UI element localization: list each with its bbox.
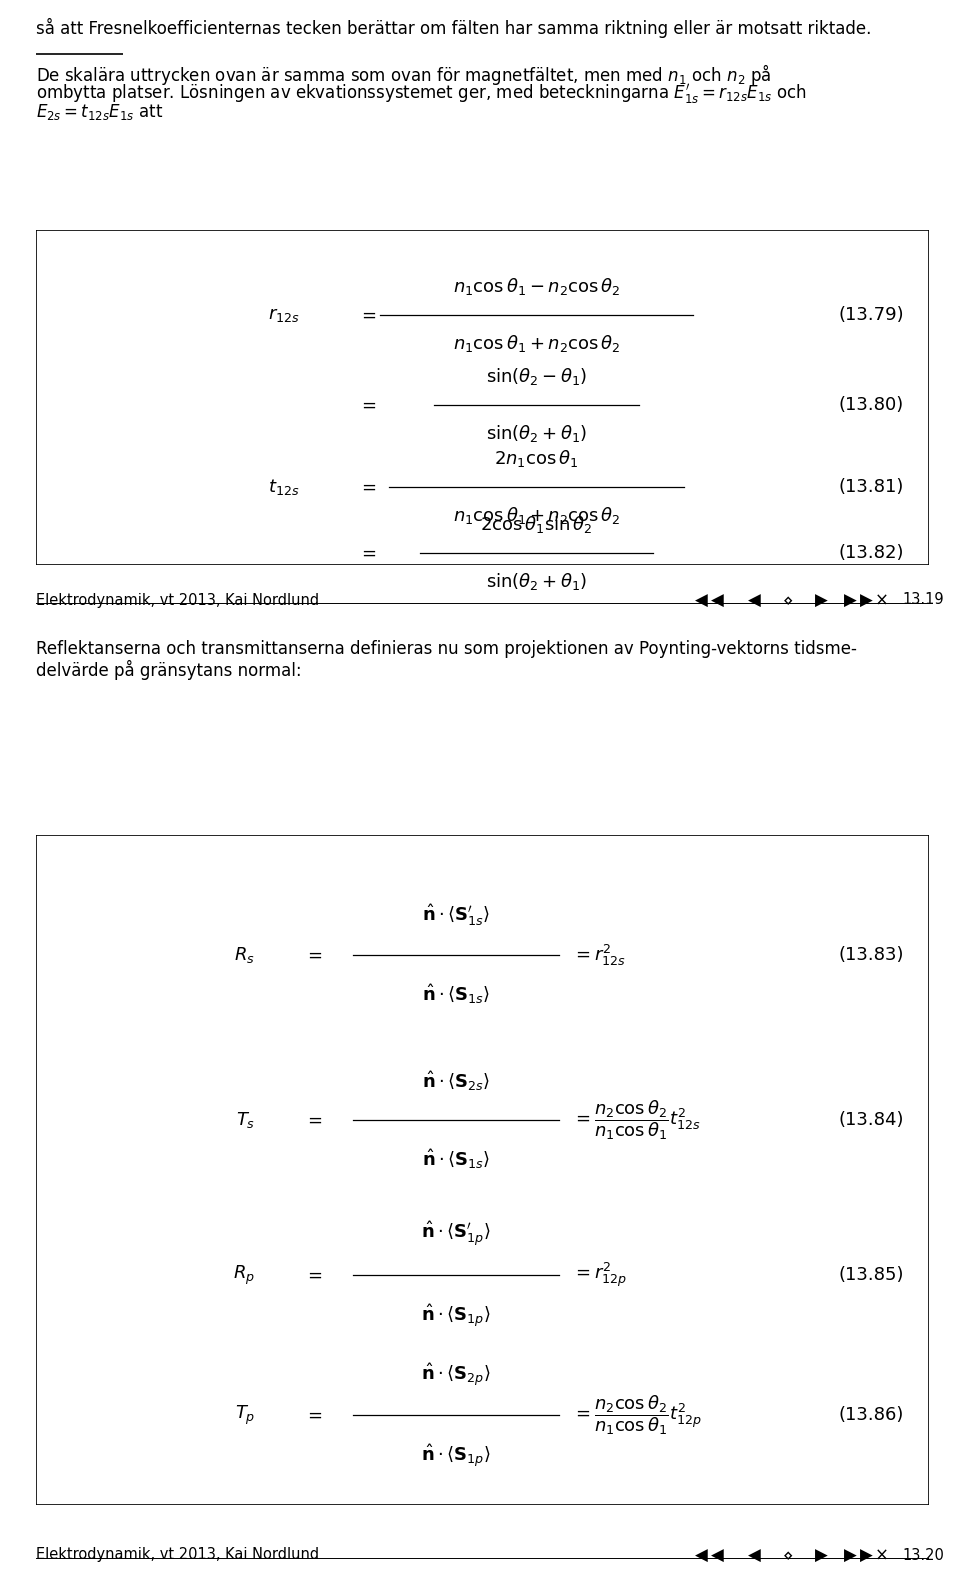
Text: $\sin(\theta_2 + \theta_1)$: $\sin(\theta_2 + \theta_1)$: [486, 572, 588, 592]
Text: $2\cos\theta_1 \sin\theta_2$: $2\cos\theta_1 \sin\theta_2$: [480, 514, 592, 534]
Text: så att Fresnelkoefficienternas tecken berättar om fälten har samma riktning elle: så att Fresnelkoefficienternas tecken be…: [36, 17, 872, 38]
Text: $=$: $=$: [304, 946, 323, 964]
Text: (13.80): (13.80): [839, 397, 904, 414]
Text: Reflektanserna och transmittanserna definieras nu som projektionen av Poynting-v: Reflektanserna och transmittanserna defi…: [36, 640, 857, 657]
Text: (13.81): (13.81): [839, 479, 904, 496]
Text: $=$: $=$: [357, 397, 376, 414]
Text: $\blacktriangleleft\!\blacktriangleleft$: $\blacktriangleleft\!\blacktriangleleft$: [691, 1545, 726, 1564]
Text: $E_{2s} = t_{12s}E_{1s}$ att: $E_{2s} = t_{12s}E_{1s}$ att: [36, 103, 164, 122]
Text: $\diamond$: $\diamond$: [782, 591, 794, 608]
Text: $\sin(\theta_2 - \theta_1)$: $\sin(\theta_2 - \theta_1)$: [486, 365, 588, 387]
Text: $=$: $=$: [304, 1406, 323, 1424]
Text: $r_{12s}$: $r_{12s}$: [268, 307, 300, 324]
Text: $R_s$: $R_s$: [234, 945, 255, 965]
Text: $2n_1 \cos\theta_1$: $2n_1 \cos\theta_1$: [494, 447, 579, 469]
Text: $\blacktriangleleft$: $\blacktriangleleft$: [744, 591, 762, 608]
Text: $= \dfrac{n_2 \cos\theta_2}{n_1 \cos\theta_1} t^2_{12p}$: $= \dfrac{n_2 \cos\theta_2}{n_1 \cos\the…: [572, 1394, 702, 1436]
Text: $= \dfrac{n_2 \cos\theta_2}{n_1 \cos\theta_1} t^2_{12s}$: $= \dfrac{n_2 \cos\theta_2}{n_1 \cos\the…: [572, 1098, 701, 1142]
Text: $\hat{\mathbf{n}} \cdot \langle \mathbf{S}^{\prime}_{1s} \rangle$: $\hat{\mathbf{n}} \cdot \langle \mathbf{…: [422, 902, 491, 927]
Text: (13.79): (13.79): [838, 307, 904, 324]
Text: $\hat{\mathbf{n}} \cdot \langle \mathbf{S}_{2s} \rangle$: $\hat{\mathbf{n}} \cdot \langle \mathbf{…: [422, 1070, 491, 1093]
Text: $=$: $=$: [304, 1266, 323, 1285]
Text: $R_p$: $R_p$: [233, 1264, 255, 1286]
Text: 13.20: 13.20: [902, 1547, 945, 1563]
Text: $\hat{\mathbf{n}} \cdot \langle \mathbf{S}_{1p} \rangle$: $\hat{\mathbf{n}} \cdot \langle \mathbf{…: [421, 1302, 491, 1329]
Text: $=$: $=$: [357, 544, 376, 562]
Text: (13.82): (13.82): [838, 544, 904, 562]
Text: $n_1 \cos\theta_1 + n_2 \cos\theta_2$: $n_1 \cos\theta_1 + n_2 \cos\theta_2$: [452, 506, 620, 526]
Text: $\diamond$: $\diamond$: [782, 1545, 794, 1564]
Text: $\blacktriangleright\!\blacktriangleright$: $\blacktriangleright\!\blacktrianglerigh…: [840, 1545, 875, 1564]
Text: $\hat{\mathbf{n}} \cdot \langle \mathbf{S}^{\prime}_{1p} \rangle$: $\hat{\mathbf{n}} \cdot \langle \mathbf{…: [421, 1220, 491, 1248]
Text: (13.86): (13.86): [839, 1406, 904, 1424]
Text: $\times$: $\times$: [874, 1545, 887, 1564]
Text: $t_{12s}$: $t_{12s}$: [269, 477, 300, 498]
Text: (13.85): (13.85): [838, 1266, 904, 1285]
Text: $\blacktriangleright\!\blacktriangleright$: $\blacktriangleright\!\blacktrianglerigh…: [840, 591, 875, 608]
Text: (13.83): (13.83): [838, 946, 904, 964]
Text: De skalära uttrycken ovan är samma som ovan för magnetfältet, men med $n_1$ och : De skalära uttrycken ovan är samma som o…: [36, 62, 772, 87]
Text: $= r^2_{12s}$: $= r^2_{12s}$: [572, 942, 626, 967]
Text: $\blacktriangleright$: $\blacktriangleright$: [811, 1545, 829, 1564]
Text: $\blacktriangleright$: $\blacktriangleright$: [811, 591, 829, 608]
Text: Elektrodynamik, vt 2013, Kai Nordlund: Elektrodynamik, vt 2013, Kai Nordlund: [36, 592, 320, 607]
Text: $n_1 \cos\theta_1 - n_2 \cos\theta_2$: $n_1 \cos\theta_1 - n_2 \cos\theta_2$: [452, 275, 620, 297]
Text: $n_1 \cos\theta_1 + n_2 \cos\theta_2$: $n_1 \cos\theta_1 + n_2 \cos\theta_2$: [452, 333, 620, 354]
Text: $\hat{\mathbf{n}} \cdot \langle \mathbf{S}_{1s} \rangle$: $\hat{\mathbf{n}} \cdot \langle \mathbf{…: [422, 1147, 491, 1171]
Text: $\blacktriangleleft\!\blacktriangleleft$: $\blacktriangleleft\!\blacktriangleleft$: [691, 591, 726, 608]
Text: $\times$: $\times$: [874, 591, 887, 608]
Text: Elektrodynamik, vt 2013, Kai Nordlund: Elektrodynamik, vt 2013, Kai Nordlund: [36, 1547, 320, 1563]
Text: $T_p$: $T_p$: [235, 1403, 255, 1427]
Text: $T_s$: $T_s$: [236, 1111, 255, 1130]
Text: $\hat{\mathbf{n}} \cdot \langle \mathbf{S}_{2p} \rangle$: $\hat{\mathbf{n}} \cdot \langle \mathbf{…: [421, 1362, 491, 1389]
Text: 13.19: 13.19: [902, 592, 944, 607]
Text: delvärde på gränsytans normal:: delvärde på gränsytans normal:: [36, 660, 302, 679]
Text: $=$: $=$: [357, 307, 376, 324]
Text: $=$: $=$: [357, 479, 376, 496]
Text: $=$: $=$: [304, 1111, 323, 1130]
Text: (13.84): (13.84): [838, 1111, 904, 1130]
Text: $\sin(\theta_2 + \theta_1)$: $\sin(\theta_2 + \theta_1)$: [486, 423, 588, 444]
Text: ombytta platser. Lösningen av ekvationssystemet ger, med beteckningarna $E^{\pri: ombytta platser. Lösningen av ekvationss…: [36, 82, 807, 106]
Text: $\blacktriangleleft$: $\blacktriangleleft$: [744, 1545, 762, 1564]
Text: $\hat{\mathbf{n}} \cdot \langle \mathbf{S}_{1s} \rangle$: $\hat{\mathbf{n}} \cdot \langle \mathbf{…: [422, 981, 491, 1005]
Text: $\hat{\mathbf{n}} \cdot \langle \mathbf{S}_{1p} \rangle$: $\hat{\mathbf{n}} \cdot \langle \mathbf{…: [421, 1443, 491, 1469]
Text: $= r^2_{12p}$: $= r^2_{12p}$: [572, 1261, 627, 1289]
